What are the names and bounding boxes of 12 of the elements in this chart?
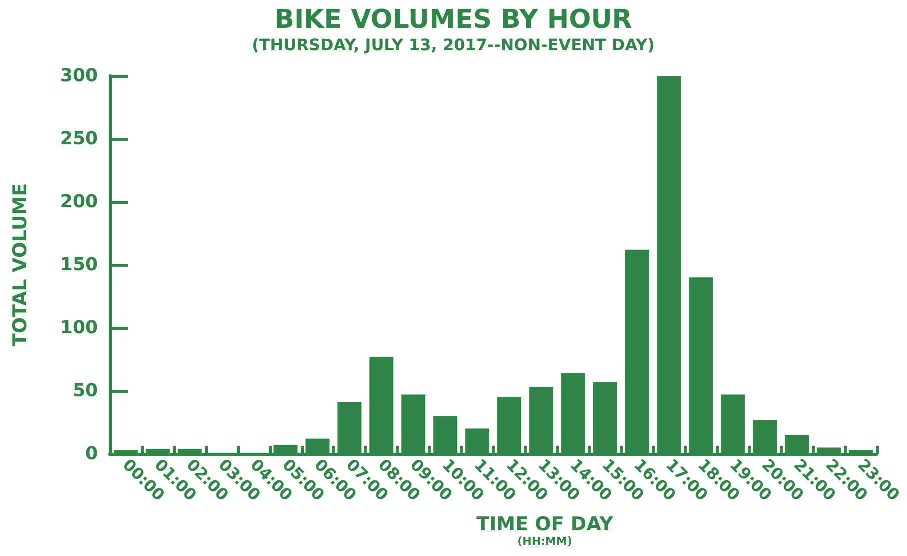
- x-axis-title: TIME OF DAY: [476, 514, 614, 536]
- y-axis-title: TOTAL VOLUME: [10, 183, 32, 347]
- text: (HH:MM): [518, 535, 572, 548]
- y-tick-label: 100: [60, 318, 98, 338]
- chart-title: BIKE VOLUMES BY HOUR: [274, 5, 632, 35]
- y-tick-label: 250: [60, 128, 98, 150]
- y-tick-label: 200: [60, 192, 98, 212]
- chart-subtitle: (THURSDAY, JULY 13, 2017--NON-EVENT DAY): [252, 36, 655, 54]
- y-tick-label: 300: [60, 66, 98, 86]
- y-tick-label: 0: [85, 444, 98, 464]
- y-tick-label: 50: [72, 380, 98, 402]
- y-tick-label: 150: [60, 254, 98, 276]
